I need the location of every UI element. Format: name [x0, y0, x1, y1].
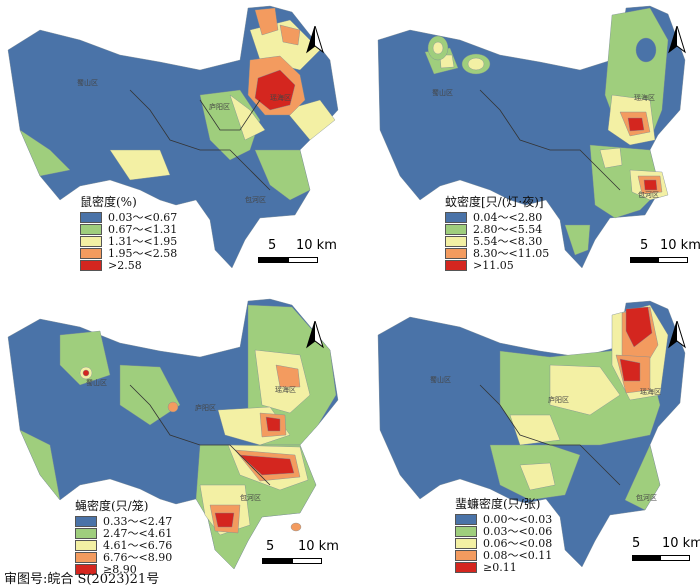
district-label-baohe: 包河区 — [638, 191, 659, 199]
scale-label-5: 5 — [266, 539, 275, 554]
legend-item: 6.76～<8.90 — [75, 550, 173, 564]
legend-label: 2.80～<5.54 — [473, 222, 543, 236]
north-arrow-icon-graphic — [668, 321, 686, 349]
legend-item: 0.33～<2.47 — [75, 514, 173, 528]
legend-item: 0.06～<0.08 — [455, 536, 553, 550]
scale-bar: 5 10 km — [632, 536, 700, 566]
north-arrow-icon-graphic — [306, 321, 324, 349]
north-arrow-icon — [306, 321, 324, 351]
legend-title: 蜚蠊密度(只/张) — [455, 497, 541, 511]
legend-label: 0.08～<0.11 — [483, 548, 553, 562]
legend-item: 0.08～<0.11 — [455, 548, 553, 562]
legend-item: >11.05 — [445, 258, 549, 272]
legend-label: 0.03～<0.06 — [483, 524, 553, 538]
scale-bar-black — [258, 257, 290, 263]
legend-label: ≥8.90 — [103, 562, 137, 576]
district-label-luyang: 庐阳区 — [195, 404, 216, 412]
legend-label: 8.30～<11.05 — [473, 246, 550, 260]
legend-label: ≥0.11 — [483, 560, 517, 574]
legend-item: ≥0.11 — [455, 560, 552, 574]
district-label-shushan: 蜀山区 — [432, 89, 453, 97]
scale-bar-black — [630, 257, 660, 263]
legend-item: ≥8.90 — [75, 562, 172, 576]
legend-label: 1.95～<2.58 — [108, 246, 178, 260]
map-panel-mosquito: 蜀山区 瑶海区 包河区 蚊密度[只/(灯·夜)] 0.04～<2.80 2.80… — [350, 0, 700, 290]
map-panel-cockroach: 蜀山区 庐阳区 瑶海区 包河区 蜚蠊密度(只/张) 0.00～<0.03 0.0… — [350, 295, 700, 585]
district-label-yaohai: 瑶海区 — [270, 94, 291, 102]
legend-item: 0.03～<0.67 — [80, 210, 178, 224]
district-label-luyang: 庐阳区 — [209, 103, 230, 111]
legend-item: 4.61～<6.76 — [75, 538, 173, 552]
legend-label: 0.00～<0.03 — [483, 512, 553, 526]
legend-title: 蚊密度[只/(灯·夜)] — [445, 195, 544, 209]
mosquito-density-map — [377, 5, 686, 269]
scale-bar-white — [292, 558, 322, 564]
legend-label: 5.54～<8.30 — [473, 234, 543, 248]
scale-bar-black — [262, 558, 294, 564]
district-label-yaohai: 瑶海区 — [275, 386, 296, 394]
legend-label: 0.06～<0.08 — [483, 536, 553, 550]
district-label-baohe: 包河区 — [245, 196, 266, 204]
scale-label-10: 10 km — [662, 536, 700, 551]
legend-cockroach: 蜚蠊密度(只/张) 0.00～<0.03 0.03～<0.06 0.06～<0.… — [455, 497, 553, 574]
scale-label-10: 10 km — [296, 238, 337, 253]
cockroach-density-map — [377, 300, 686, 568]
legend-item: >2.58 — [80, 258, 177, 272]
legend-rodent: 鼠密度(%) 0.03～<0.67 0.67～<1.31 1.31～<1.95 … — [80, 195, 178, 272]
scale-label-5: 5 — [640, 238, 649, 253]
legend-item: 2.80～<5.54 — [445, 222, 549, 236]
legend-item: 0.67～<1.31 — [80, 222, 178, 236]
legend-item: 0.04～<2.80 — [445, 210, 549, 224]
legend-fly: 蝇密度(只/笼) 0.33～<2.47 2.47～<4.61 4.61～<6.7… — [75, 499, 173, 576]
legend-item: 1.95～<2.58 — [80, 246, 178, 260]
scale-label-10: 10 km — [660, 238, 700, 253]
scale-bar: 5 10 km — [258, 238, 358, 268]
legend-title: 蝇密度(只/笼) — [75, 499, 149, 513]
district-label-yaohai: 瑶海区 — [634, 94, 655, 102]
legend-label: 0.33～<2.47 — [103, 514, 173, 528]
legend-label: >2.58 — [108, 258, 142, 272]
legend-label: 0.03～<0.67 — [108, 210, 178, 224]
scale-label-10: 10 km — [298, 539, 339, 554]
legend-label: 0.67～<1.31 — [108, 222, 178, 236]
legend-item: 0.00～<0.03 — [455, 512, 553, 526]
north-arrow-icon-graphic — [306, 26, 324, 54]
north-arrow-icon — [306, 26, 324, 56]
district-label-luyang: 庐阳区 — [548, 396, 569, 404]
district-label-yaohai: 瑶海区 — [640, 388, 661, 396]
map-approval-number: 审图号:皖合 S(2023)21号 — [4, 572, 160, 587]
legend-title: 鼠密度(%) — [80, 195, 137, 209]
district-label-baohe: 包河区 — [636, 494, 657, 502]
legend-label: 4.61～<6.76 — [103, 538, 173, 552]
scale-label-5: 5 — [268, 238, 277, 253]
legend-item: 0.03～<0.06 — [455, 524, 553, 538]
map-panel-rodent: 蜀山区 庐阳区 瑶海区 包河区 鼠密度(%) 0.03～<0.67 0.67～<… — [0, 0, 350, 290]
legend-item: 8.30～<11.05 — [445, 246, 550, 260]
legend-item: 2.47～<4.61 — [75, 526, 173, 540]
scale-bar-white — [288, 257, 318, 263]
legend-label: >11.05 — [473, 258, 514, 272]
district-label-baohe: 包河区 — [240, 494, 261, 502]
north-arrow-icon — [668, 321, 686, 351]
legend-label: 6.76～<8.90 — [103, 550, 173, 564]
legend-item: 1.31～<1.95 — [80, 234, 178, 248]
scale-label-5: 5 — [632, 536, 641, 551]
legend-label: 1.31～<1.95 — [108, 234, 178, 248]
rodent-density-map — [7, 5, 339, 269]
district-label-shushan: 蜀山区 — [86, 379, 107, 387]
legend-item: 5.54～<8.30 — [445, 234, 549, 248]
district-label-shushan: 蜀山区 — [77, 79, 98, 87]
scale-bar: 5 10 km — [630, 238, 700, 268]
legend-mosquito: 蚊密度[只/(灯·夜)] 0.04～<2.80 2.80～<5.54 5.54～… — [445, 195, 550, 272]
map-panel-fly: 蜀山区 庐阳区 瑶海区 包河区 蝇密度(只/笼) 0.33～<2.47 2.47… — [0, 295, 350, 585]
scale-bar-black — [632, 555, 662, 561]
north-arrow-icon-graphic — [668, 26, 686, 54]
legend-label: 0.04～<2.80 — [473, 210, 543, 224]
scale-bar-white — [658, 257, 688, 263]
north-arrow-icon — [668, 26, 686, 56]
legend-label: 2.47～<4.61 — [103, 526, 173, 540]
district-label-shushan: 蜀山区 — [430, 376, 451, 384]
scale-bar: 5 10 km — [262, 539, 362, 569]
scale-bar-white — [660, 555, 690, 561]
